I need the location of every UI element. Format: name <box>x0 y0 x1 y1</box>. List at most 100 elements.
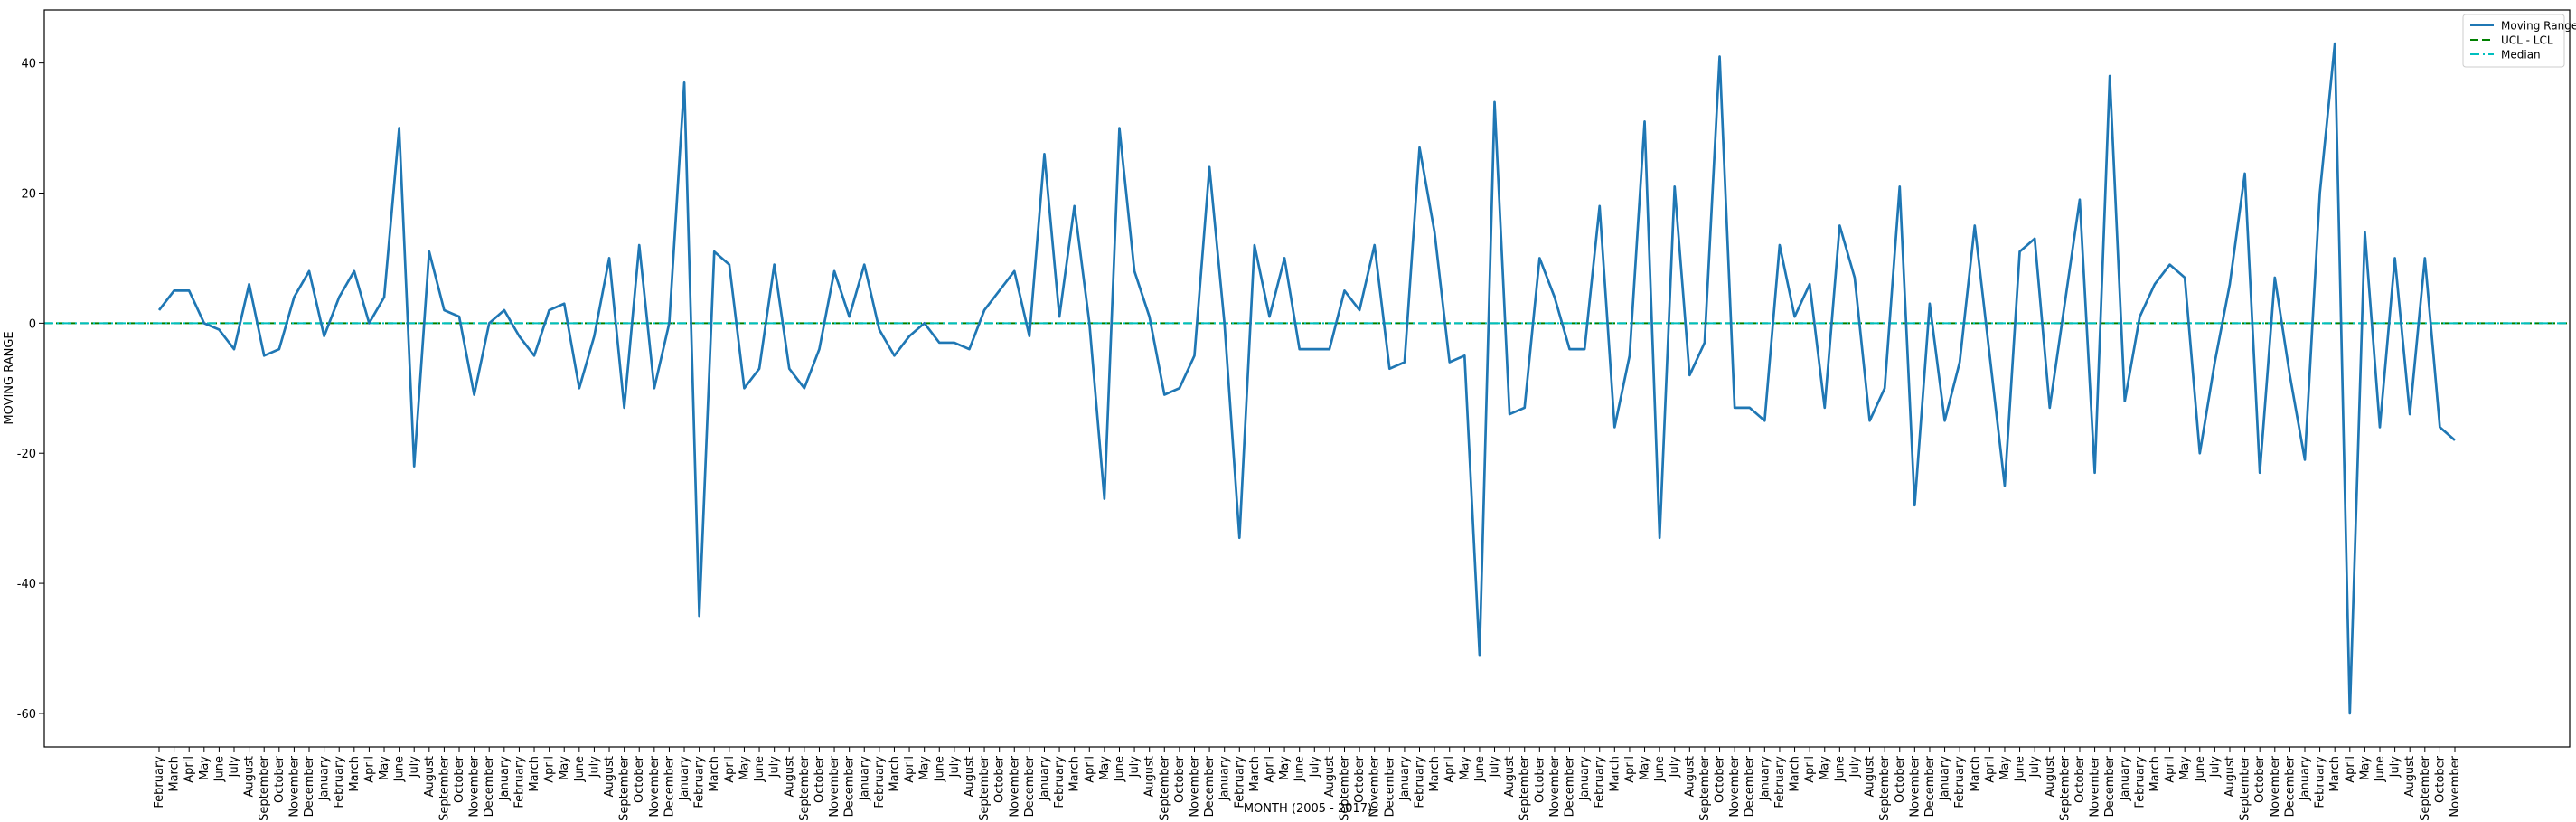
x-tick-label: May <box>738 756 751 780</box>
x-tick-label: May <box>1998 756 2012 780</box>
x-tick-label: June <box>1833 756 1847 782</box>
legend-label: UCL - LCL <box>2501 34 2553 47</box>
x-tick-label: October <box>2073 755 2087 803</box>
x-tick-label: October <box>453 755 466 803</box>
x-tick-label: March <box>2328 756 2342 792</box>
x-tick-label: September <box>1878 755 1892 821</box>
x-tick-label: November <box>1368 755 1382 817</box>
x-tick-label: November <box>1188 755 1201 817</box>
x-tick-label: August <box>1143 756 1157 798</box>
x-tick-label: October <box>1173 755 1187 803</box>
x-tick-label: November <box>1728 755 1742 817</box>
x-tick-label: May <box>1458 756 1471 780</box>
x-tick-label: July <box>408 756 421 779</box>
x-tick-label: April <box>1803 756 1817 783</box>
x-tick-label: May <box>558 756 571 780</box>
x-tick-label: September <box>2239 755 2252 821</box>
x-tick-label: September <box>1518 755 1532 821</box>
x-tick-label: January <box>2119 756 2132 802</box>
x-tick-label: November <box>1008 755 1021 817</box>
x-tick-label: August <box>1683 756 1697 798</box>
x-tick-label: January <box>1758 756 1772 802</box>
x-tick-label: July <box>1848 756 1862 779</box>
x-tick-label: December <box>1383 755 1396 817</box>
x-tick-label: May <box>1639 756 1652 780</box>
x-tick-label: January <box>498 756 512 802</box>
x-tick-label: February <box>2314 756 2327 808</box>
x-tick-label: March <box>2148 756 2162 792</box>
x-tick-label: December <box>483 755 496 817</box>
x-tick-label: May <box>918 756 932 780</box>
x-tick-label: November <box>287 755 301 817</box>
x-tick-label: December <box>1023 755 1037 817</box>
x-tick-label: June <box>933 756 946 782</box>
x-tick-label: July <box>2028 756 2042 779</box>
x-tick-label: March <box>348 756 362 792</box>
x-tick-label: December <box>2283 755 2297 817</box>
y-tick-label: 0 <box>29 317 36 331</box>
x-tick-label: October <box>633 755 646 803</box>
x-tick-label: August <box>1323 756 1337 798</box>
x-tick-label: June <box>1113 756 1126 782</box>
x-tick-label: May <box>378 756 391 780</box>
x-tick-label: May <box>198 756 212 780</box>
y-tick-label: -40 <box>17 578 36 591</box>
x-tick-label: December <box>663 755 676 817</box>
x-tick-label: April <box>2164 756 2177 783</box>
y-axis-label: MOVING RANGE <box>3 331 16 424</box>
x-tick-label: July <box>768 756 782 779</box>
x-tick-label: November <box>2269 755 2282 817</box>
x-tick-label: February <box>873 756 887 808</box>
x-tick-label: March <box>528 756 541 792</box>
x-tick-label: May <box>1278 756 1292 780</box>
x-tick-label: March <box>1068 756 1082 792</box>
x-tick-label: June <box>1653 756 1667 782</box>
y-tick-label: 40 <box>21 58 36 71</box>
x-tick-label: October <box>1894 755 1907 803</box>
x-tick-label: November <box>648 755 662 817</box>
x-tick-label: February <box>1594 756 1607 808</box>
x-tick-label: March <box>1248 756 1262 792</box>
y-tick-label: -60 <box>17 708 36 722</box>
x-tick-label: August <box>2403 756 2417 798</box>
x-tick-label: September <box>2058 755 2072 821</box>
x-tick-label: September <box>1158 755 1171 821</box>
x-tick-label: January <box>1398 756 1412 802</box>
x-tick-label: August <box>1503 756 1517 798</box>
x-tick-label: November <box>2089 755 2102 817</box>
x-tick-label: April <box>183 756 196 783</box>
x-tick-label: September <box>2419 755 2432 821</box>
x-tick-label: July <box>1489 756 1502 779</box>
legend-label: Moving Range <box>2501 20 2576 33</box>
x-axis-label: MONTH (2005 - 2017) <box>1244 802 1372 816</box>
x-tick-label: August <box>243 756 257 798</box>
x-tick-label: April <box>723 756 737 783</box>
x-tick-label: December <box>843 755 857 817</box>
x-tick-label: October <box>2433 755 2447 803</box>
x-tick-label: October <box>1533 755 1547 803</box>
x-tick-label: January <box>1038 756 1051 802</box>
x-tick-label: June <box>753 756 766 782</box>
x-tick-label: July <box>2389 756 2402 779</box>
x-tick-label: November <box>2449 755 2462 817</box>
x-tick-label: April <box>1443 756 1457 783</box>
x-tick-label: July <box>1669 756 1682 779</box>
x-tick-label: March <box>888 756 901 792</box>
x-tick-label: January <box>1939 756 1952 802</box>
x-tick-label: May <box>1098 756 1112 780</box>
x-tick-label: July <box>1128 756 1142 779</box>
x-tick-label: October <box>273 755 287 803</box>
x-tick-label: February <box>2133 756 2147 808</box>
x-tick-label: October <box>813 755 826 803</box>
x-tick-label: August <box>783 756 796 798</box>
x-tick-label: February <box>1233 756 1246 808</box>
x-tick-label: June <box>393 756 407 782</box>
x-tick-label: December <box>1564 755 1577 817</box>
x-tick-label: June <box>1293 756 1307 782</box>
x-tick-label: January <box>2299 756 2312 802</box>
x-tick-label: February <box>1414 756 1427 808</box>
x-tick-label: October <box>993 755 1007 803</box>
x-tick-label: March <box>168 756 182 792</box>
